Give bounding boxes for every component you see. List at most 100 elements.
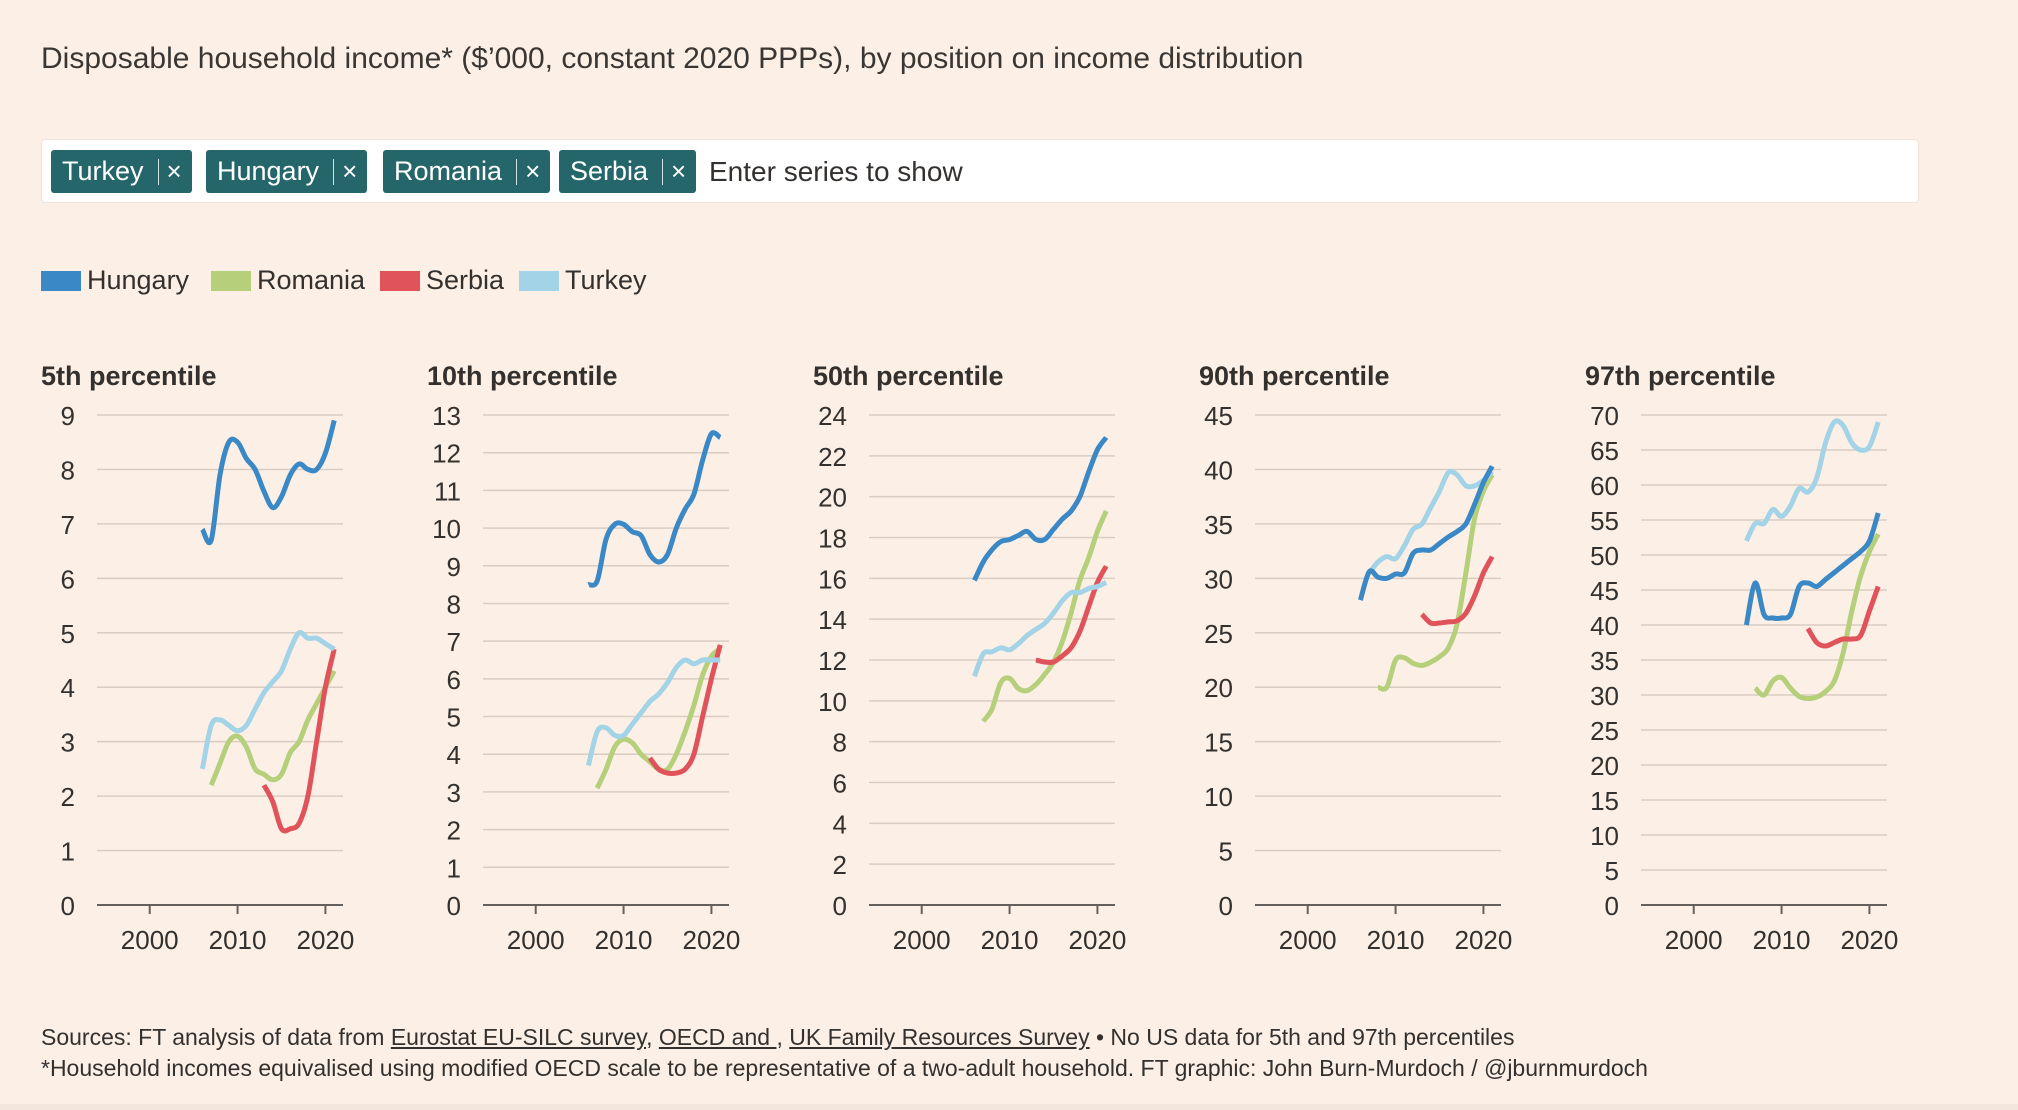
panel-title: 97th percentile <box>1585 361 1776 391</box>
chip-turkey[interactable]: Turkey × <box>51 150 192 193</box>
x-tick-label: 2020 <box>683 925 741 955</box>
legend-swatch <box>380 270 420 291</box>
chip-hungary[interactable]: Hungary × <box>206 150 368 193</box>
y-tick-label: 12 <box>432 439 461 469</box>
y-tick-label: 15 <box>1590 786 1619 816</box>
y-tick-label: 8 <box>833 728 847 758</box>
sources-sep: , <box>776 1024 790 1050</box>
y-tick-label: 5 <box>1219 837 1233 867</box>
close-icon[interactable]: × <box>166 156 182 186</box>
x-tick-label: 2000 <box>1665 925 1723 955</box>
x-tick-label: 2010 <box>1367 925 1425 955</box>
y-tick-label: 12 <box>818 646 847 676</box>
series-line-hungary <box>1743 512 1881 626</box>
x-tick-label: 2000 <box>1279 925 1337 955</box>
sources-suffix: • No US data for 5th and 97th percentile… <box>1089 1024 1515 1050</box>
legend-label: Hungary <box>87 265 190 295</box>
y-tick-label: 25 <box>1204 619 1233 649</box>
y-tick-label: 8 <box>61 455 75 485</box>
x-tick-label: 2010 <box>1753 925 1811 955</box>
y-tick-label: 6 <box>833 769 847 799</box>
y-tick-label: 10 <box>432 514 461 544</box>
series-line-romania <box>1753 532 1881 702</box>
chip-divider <box>333 158 335 185</box>
x-tick-label: 2020 <box>1841 925 1899 955</box>
y-tick-label: 4 <box>447 740 461 770</box>
series-line-romania <box>208 669 337 787</box>
y-tick-label: 50 <box>1590 541 1619 571</box>
footnote: *Household incomes equivalised using mod… <box>41 1055 1648 1081</box>
chip-label: Hungary <box>217 156 320 186</box>
y-tick-label: 0 <box>61 891 75 921</box>
legend-label: Turkey <box>565 265 647 295</box>
legend-label: Romania <box>257 265 366 295</box>
close-icon[interactable]: × <box>671 156 687 186</box>
x-tick-label: 2020 <box>1069 925 1127 955</box>
series-selector[interactable]: Turkey × Hungary × Romania × Serbia × <box>41 139 1919 203</box>
bottom-edge <box>0 1104 2018 1110</box>
y-tick-label: 24 <box>818 401 847 431</box>
panel-90th: 90th percentile 0 5 10 15 20 25 30 35 40 45 2000 201… <box>1199 361 1512 955</box>
y-tick-label: 5 <box>61 619 75 649</box>
chip-romania[interactable]: Romania × <box>383 150 551 193</box>
y-tick-label: 7 <box>447 627 461 657</box>
chip-label: Turkey <box>62 156 144 186</box>
x-tick-label: 2010 <box>595 925 653 955</box>
legend-item-romania: Romania <box>211 265 365 296</box>
y-tick-label: 4 <box>833 809 847 839</box>
y-tick-label: 40 <box>1204 455 1233 485</box>
series-line-serbia <box>261 648 337 834</box>
sources-sep: , <box>646 1024 659 1050</box>
legend-label: Serbia <box>426 265 505 295</box>
legend-item-turkey: Turkey <box>519 265 647 296</box>
sources-line: Sources: FT analysis of data from Eurost… <box>41 1022 1648 1053</box>
eurostat-link[interactable]: Eurostat EU-SILC survey <box>390 1024 647 1050</box>
series-line-serbia <box>1805 585 1881 649</box>
legend-swatch <box>211 270 251 291</box>
y-tick-label: 18 <box>818 524 847 554</box>
x-tick-label: 2000 <box>121 925 179 955</box>
series-line-serbia <box>1420 555 1495 627</box>
y-tick-label: 22 <box>818 442 847 472</box>
y-tick-label: 25 <box>1590 716 1619 746</box>
y-tick-label: 65 <box>1590 436 1619 466</box>
x-tick-label: 2010 <box>209 925 267 955</box>
y-tick-label: 55 <box>1590 506 1619 536</box>
y-tick-label: 1 <box>61 837 75 867</box>
x-tick-label: 2020 <box>1455 925 1513 955</box>
panel-50th: 50th percentile0246810121416182022242000… <box>813 361 1126 955</box>
legend-item-serbia: Serbia <box>380 265 504 296</box>
chip-divider <box>516 158 518 185</box>
chip-serbia[interactable]: Serbia × <box>559 150 697 193</box>
close-icon[interactable]: × <box>525 156 541 186</box>
series-line-turkey <box>199 630 336 770</box>
panel-title: 5th percentile <box>41 361 217 391</box>
chip-divider <box>662 158 664 185</box>
series-search-input[interactable] <box>707 148 1311 196</box>
y-tick-label: 10 <box>818 687 847 717</box>
series-line-turkey <box>1744 418 1881 543</box>
chip-label: Serbia <box>570 156 649 186</box>
y-tick-label: 15 <box>1204 728 1233 758</box>
y-tick-label: 4 <box>61 673 75 703</box>
panel-5th: 5th percentile 0 1 2 3 4 5 6 7 8 9 2000 2010 2020 <box>41 361 354 955</box>
y-tick-label: 2 <box>61 782 75 812</box>
frs-link[interactable]: UK Family Resources Survey <box>789 1024 1090 1050</box>
series-line-turkey <box>972 580 1108 678</box>
y-tick-label: 16 <box>818 564 847 594</box>
y-tick-label: 30 <box>1204 564 1233 594</box>
chip-label: Romania <box>394 156 503 186</box>
series-line-serbia <box>647 644 723 777</box>
y-tick-label: 35 <box>1204 510 1233 540</box>
sources-note: Sources: FT analysis of data from Eurost… <box>41 1022 1648 1084</box>
legend-swatch <box>41 270 81 291</box>
panel-title: 90th percentile <box>1199 361 1390 391</box>
series-line-romania <box>981 510 1109 723</box>
oecd-link[interactable]: OECD and <box>658 1024 777 1050</box>
series-line-turkey <box>585 657 721 767</box>
y-tick-label: 45 <box>1204 401 1233 431</box>
y-tick-label: 0 <box>1219 891 1233 921</box>
close-icon[interactable]: × <box>342 156 358 186</box>
y-tick-label: 3 <box>447 778 461 808</box>
